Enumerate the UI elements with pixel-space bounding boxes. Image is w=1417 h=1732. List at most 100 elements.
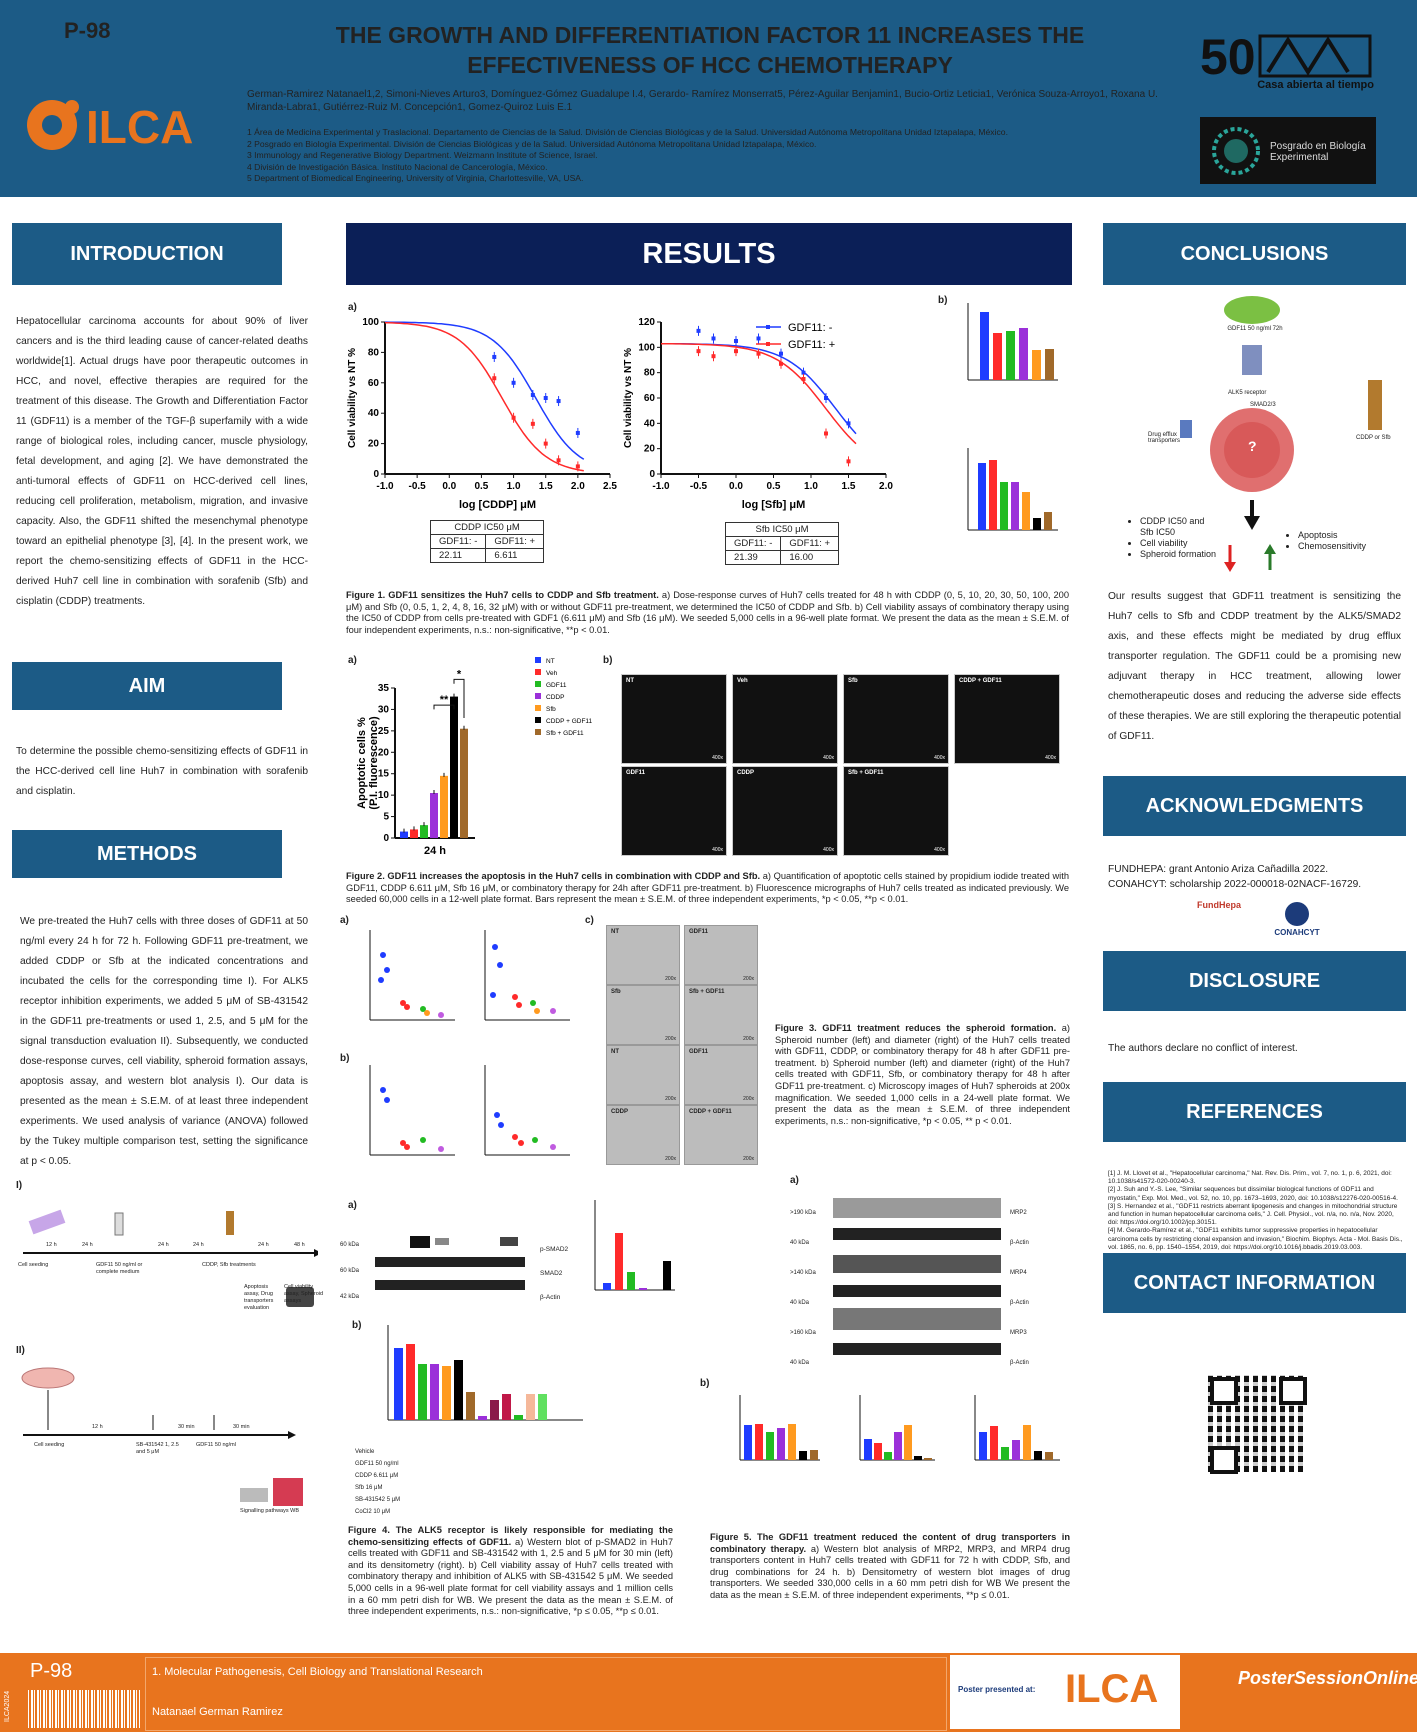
footer-info-box: 1. Molecular Pathogenesis, Cell Biology … [145, 1657, 947, 1731]
spheroid-dot-plots [369, 930, 570, 1156]
treatment-label: Sfb 16 μM [355, 1485, 383, 1491]
fig4-caption-text: a) Western blot of p-SMAD2 in Huh7 cells… [348, 1536, 673, 1617]
fig5-label-a: a) [790, 1175, 799, 1186]
y-axis-label: Apoptotic cells % [356, 717, 368, 809]
table-header: GDF11: - [429, 534, 487, 549]
barcode [28, 1690, 140, 1728]
blot-row-label: MRP3 [1010, 1330, 1027, 1336]
treatment-label: CoCl2 10 μM [355, 1509, 391, 1515]
fig5-label-b: b) [700, 1378, 710, 1389]
fig4-western-blot [370, 1232, 530, 1302]
data-point [575, 464, 580, 469]
table-header: GDF11: - [724, 536, 782, 551]
poster-footer [0, 1653, 1417, 1732]
uam-tagline: Casa abierta al tiempo [1257, 79, 1374, 91]
significance-label: * [457, 668, 462, 680]
series-curve [384, 321, 584, 472]
fig2-caption-text: a) Quantification of apoptotic cells sta… [346, 871, 1069, 905]
timeline-label: Cell seeding [18, 1262, 49, 1268]
reference-item: [4] M. Gerardo-Ramírez et al., "GDF11 ex… [1108, 1227, 1403, 1251]
y-tick-label: 40 [644, 418, 656, 429]
y-tick-label: 5 [383, 812, 389, 823]
cddp-ic50-table: CDDP IC50 μM GDF11: - GDF11: + 22.11 6.611 [429, 520, 545, 563]
x-tick-label: 0.0 [729, 481, 743, 492]
fig3-label-a: a) [340, 915, 349, 926]
table-cell: 21.39 [724, 550, 782, 565]
timeline-label: Apoptosis assay, Drug transporters evalu… [244, 1284, 274, 1311]
affiliation-list: 1 Área de Medicina Experimental y Trasla… [247, 127, 1167, 185]
footer-ilca-logo: ILCA [1065, 1667, 1159, 1711]
legend-label: CDDP [546, 694, 564, 701]
x-tick-label: 1.5 [842, 481, 856, 492]
x-axis-label: 24 h [424, 845, 446, 857]
fig4-treatment-rows: Vehicle GDF11 50 ng/ml CDDP 6.611 μM Sfb… [355, 1446, 400, 1518]
kda-label: 40 kDa [790, 1240, 810, 1246]
micrograph-nt: NT 400x [621, 674, 727, 764]
diagram-label: ALK5 receptor [1228, 390, 1267, 396]
reference-list: [1] J. M. Llovet et al., "Hepatocellular… [1108, 1170, 1403, 1252]
conclusions-diagram-labels: GDF11 50 ng/ml 72h ALK5 receptor SMAD2/3… [1110, 290, 1410, 580]
ack-line: FUNDHEPA: grant Antonio Ariza Cañadilla … [1108, 864, 1329, 875]
fig3-label-c: c) [585, 915, 594, 926]
qr-code[interactable] [1208, 1375, 1307, 1474]
ilca-logo-text: ILCA [86, 101, 193, 153]
x-tick-label: 1.0 [507, 481, 521, 492]
fig5-caption-text: a) Western blot analysis of MRP2, MRP3, … [710, 1543, 1070, 1600]
fig3-caption-text: a) Spheroid number (left) and diameter (… [775, 1023, 1070, 1126]
treatment-label: GDF11 50 ng/ml [355, 1461, 399, 1467]
x-tick-label: 2.5 [603, 481, 617, 492]
fig5-caption-title: Figure 5. The GDF11 treatment reduced th… [710, 1532, 1070, 1554]
fig2-caption-title: Figure 2. GDF11 increases the apoptosis … [346, 871, 761, 881]
kda-label: >190 kDa [790, 1210, 816, 1216]
acknowledgments-text: FUNDHEPA: grant Antonio Ariza Cañadilla … [1108, 862, 1361, 892]
data-point [734, 349, 738, 354]
methods-text: We pre-treated the Huh7 cells with three… [20, 916, 308, 1167]
timeline-label: 24 h [258, 1242, 269, 1248]
x-tick-label: -1.0 [376, 481, 394, 492]
data-point [492, 354, 497, 359]
timeline-label: Cell viability assay, Spheroid assays [284, 1284, 324, 1304]
spheroid-image: NT 200x [606, 1045, 680, 1105]
legend-swatch [535, 705, 541, 711]
data-point [511, 415, 516, 420]
x-tick-label: -0.5 [409, 481, 427, 492]
conclusions-up-list: Apoptosis Chemosensitivity [1286, 530, 1408, 552]
fig2-label-b: b) [603, 655, 613, 666]
y-tick-label: 40 [368, 408, 380, 419]
y-axis-label: Cell viability vs NT % [347, 348, 358, 448]
blot-row-label: β-Actin [1010, 1240, 1029, 1246]
legend-marker [766, 342, 770, 346]
kda-label: >160 kDa [790, 1330, 816, 1336]
kda-label: 42 kDa [340, 1294, 360, 1300]
apoptosis-bar-chart: 0 5 10 15 20 25 30 35 24 h Apoptotic cells % (P.I.… [356, 657, 593, 857]
timeline-label: GDF11 50 ng/ml [196, 1442, 236, 1448]
author-list: German-Ramirez Natanael1,2, Simoni-Nieve… [247, 89, 1158, 113]
table-title: CDDP IC50 μM [429, 520, 545, 535]
legend-swatch [535, 693, 541, 699]
footer-author: Natanael German Ramirez [152, 1706, 283, 1718]
y-tick-label: 0 [649, 469, 655, 480]
spheroid-image: GDF11 200x [684, 925, 758, 985]
poster-session-online-logo[interactable]: PosterSessionOnline [1238, 1668, 1417, 1688]
x-axis-label: log [Sfb] μM [742, 499, 806, 511]
affiliation: 5 Department of Biomedical Engineering, … [247, 173, 584, 183]
timeline-label: 24 h [82, 1242, 93, 1248]
alk5-viability-chart [387, 1325, 583, 1421]
legend-label: Veh [546, 670, 558, 677]
y-axis-label: Cell viability vs NT % [623, 348, 634, 448]
footer-ilca-box: Poster presented at: ILCA [950, 1655, 1180, 1729]
down-item: Cell viability [1140, 538, 1220, 549]
contact-heading: CONTACT INFORMATION [1103, 1253, 1406, 1313]
y-tick-label: 0 [373, 469, 379, 480]
blot-row-label: β-Actin [1010, 1300, 1029, 1306]
kda-label: 40 kDa [790, 1360, 810, 1366]
treatment-label: SB-431542 5 μM [355, 1497, 401, 1503]
data-point [846, 459, 851, 464]
data-point [801, 377, 806, 381]
blot-row-label: p-SMAD2 [540, 1246, 569, 1253]
sfb-dose-response-chart: -1.0 -0.5 0.0 0.5 1.0 1.5 2.0 0 20 40 60 80 100 120 lo… [623, 317, 893, 511]
legend-marker [766, 325, 770, 329]
fig1b-viability-chart-1 [967, 303, 1058, 381]
fundhepa-logo: FundHepa [1197, 900, 1241, 910]
y-tick-label: 80 [644, 368, 656, 379]
